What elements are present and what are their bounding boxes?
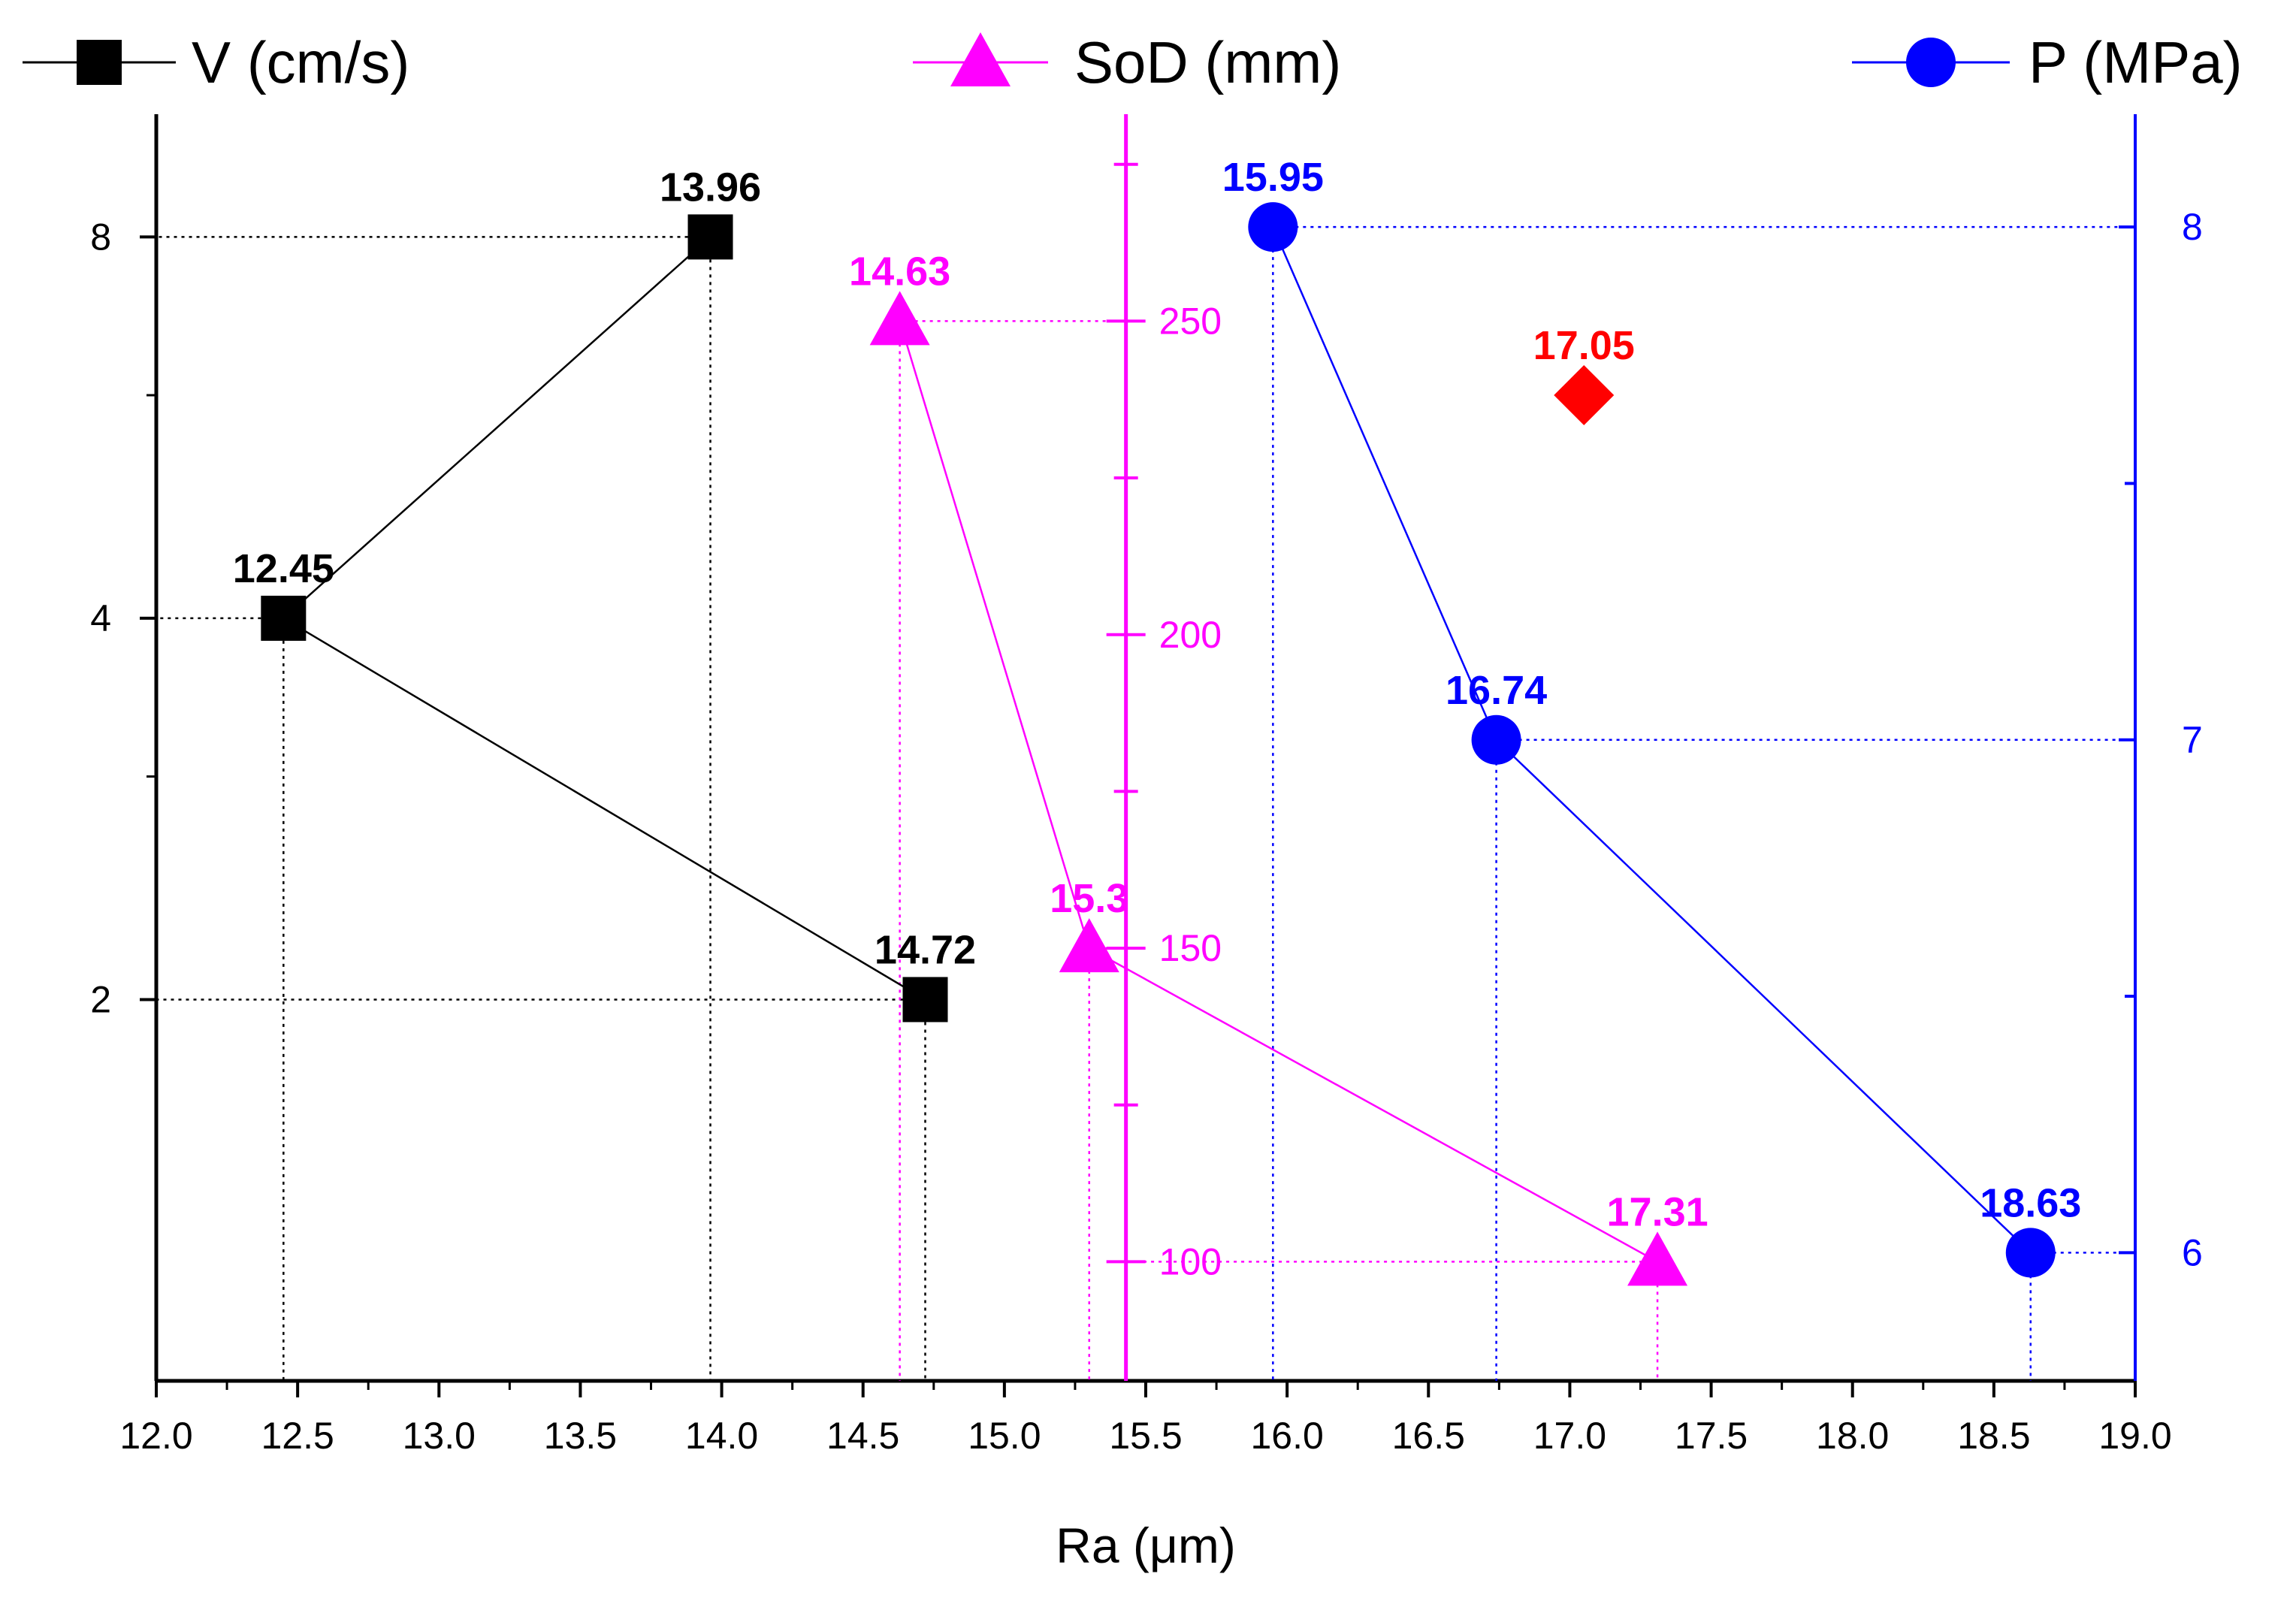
series-2-marker (1627, 1231, 1688, 1286)
series-3-marker (1248, 202, 1298, 252)
x-tick-label: 15.0 (968, 1415, 1041, 1457)
series-line-3 (1272, 226, 2032, 1254)
data-label: 14.72 (875, 927, 976, 972)
guide-lines (156, 225, 2135, 1381)
x-tick-label: 19.0 (2098, 1415, 2171, 1457)
series-line-1 (282, 236, 926, 1001)
optimum-marker (1554, 365, 1615, 426)
legend-marker-2 (950, 32, 1011, 86)
series-marks: 13.96 12.45 14.72 14.63 15.3 17.31 15.95 16.74 1… (233, 155, 2081, 1286)
data-label: 15.95 (1222, 155, 1324, 200)
x-tick-label: 18.0 (1816, 1415, 1889, 1457)
data-label: 13.96 (660, 165, 761, 210)
axis-ticks: 12.0 12.5 13.0 13.5 14.0 14.5 15.0 15.5 16.0 16.5… (90, 162, 2203, 1457)
middle-tick-label: 250 (1159, 300, 1222, 342)
x-tick-label: 14.5 (826, 1415, 899, 1457)
x-tick-label: 17.5 (1675, 1415, 1748, 1457)
series-1-marker (902, 977, 948, 1023)
right-tick-label: 8 (2182, 206, 2203, 248)
series-2-marker (869, 291, 930, 346)
middle-tick-label: 150 (1159, 927, 1222, 969)
x-tick-label: 12.0 (119, 1415, 192, 1457)
legend-marker-1 (77, 40, 122, 85)
legend: V (cm/s) SoD (mm) P (MPa) (23, 29, 2243, 95)
series-3-marker (1471, 714, 1521, 765)
data-label: 15.3 (1050, 876, 1128, 921)
optimum-label: 17.05 (1533, 323, 1635, 368)
series-1-marker (687, 214, 733, 260)
data-label: 18.63 (1980, 1180, 2081, 1225)
x-tick-label: 16.0 (1250, 1415, 1323, 1457)
right-tick-label: 7 (2182, 719, 2203, 761)
data-label: 12.45 (233, 546, 334, 591)
x-tick-label: 12.5 (261, 1415, 334, 1457)
x-tick-label: 15.5 (1109, 1415, 1182, 1457)
series-2-marker (1059, 918, 1119, 973)
x-tick-label: 18.5 (1957, 1415, 2030, 1457)
x-tick-label: 16.5 (1392, 1415, 1465, 1457)
series-1-marker (261, 595, 307, 641)
x-tick-label: 13.0 (403, 1415, 476, 1457)
data-label: 17.31 (1607, 1189, 1708, 1234)
x-tick-label: 13.5 (544, 1415, 617, 1457)
left-tick-label: 2 (90, 978, 111, 1020)
data-label: 16.74 (1446, 668, 1547, 713)
right-tick-label: 6 (2182, 1231, 2203, 1273)
legend-label: SoD (mm) (1074, 29, 1341, 95)
left-tick-label: 4 (90, 597, 111, 639)
series-line-2 (899, 321, 1658, 1263)
legend-marker-3 (1906, 38, 1956, 87)
middle-tick-label: 200 (1159, 614, 1222, 656)
left-tick-label: 8 (90, 216, 111, 258)
legend-label: V (cm/s) (192, 29, 409, 95)
data-label: 14.63 (849, 249, 950, 294)
x-tick-label: 17.0 (1533, 1415, 1606, 1457)
legend-label: P (MPa) (2029, 29, 2243, 95)
x-axis-title: Ra (μm) (1056, 1518, 1236, 1573)
x-tick-label: 14.0 (685, 1415, 758, 1457)
middle-tick-label: 100 (1159, 1240, 1222, 1282)
series-3-marker (2005, 1228, 2056, 1278)
